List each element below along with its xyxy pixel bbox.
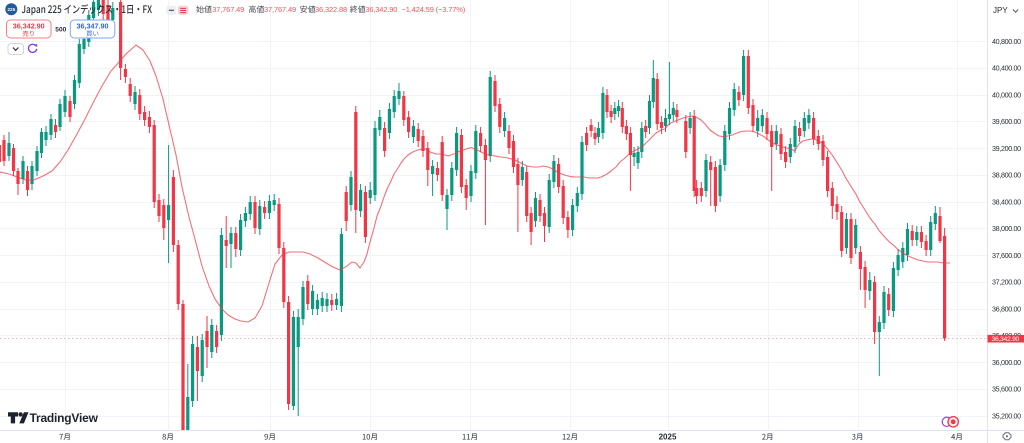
svg-text:36,347.90: 36,347.90: [77, 21, 109, 30]
svg-text:JPY: JPY: [993, 6, 1008, 15]
svg-text:36,342.90: 36,342.90: [13, 21, 45, 30]
svg-text:2025: 2025: [659, 433, 677, 442]
svg-text:225: 225: [7, 7, 15, 12]
svg-text:37,600.00: 37,600.00: [992, 251, 1021, 260]
svg-text:38,800.00: 38,800.00: [992, 171, 1021, 180]
svg-text:38,400.00: 38,400.00: [992, 197, 1021, 206]
svg-text:40,000.00: 40,000.00: [992, 90, 1021, 99]
svg-text:TradingView: TradingView: [30, 411, 99, 425]
svg-text:40,800.00: 40,800.00: [992, 37, 1021, 46]
svg-text:35,200.00: 35,200.00: [992, 411, 1021, 420]
svg-text:36,342.90: 36,342.90: [992, 336, 1020, 343]
svg-text:35,600.00: 35,600.00: [992, 385, 1021, 394]
svg-text:36,000.00: 36,000.00: [992, 358, 1021, 367]
svg-text:500: 500: [55, 26, 66, 33]
svg-text:39,200.00: 39,200.00: [992, 144, 1021, 153]
svg-text:40,400.00: 40,400.00: [992, 64, 1021, 73]
svg-text:38,000.00: 38,000.00: [992, 224, 1021, 233]
svg-text:36,342.90: 36,342.90: [365, 5, 397, 14]
svg-text:39,600.00: 39,600.00: [992, 117, 1021, 126]
svg-text:37,767.49: 37,767.49: [264, 5, 296, 14]
svg-text:36,800.00: 36,800.00: [992, 304, 1021, 313]
svg-text:36,322.88: 36,322.88: [315, 5, 347, 14]
svg-text:37,200.00: 37,200.00: [992, 278, 1021, 287]
svg-text:−1,424.59 (−3.77%): −1,424.59 (−3.77%): [402, 5, 466, 14]
svg-text:37,767.49: 37,767.49: [212, 5, 244, 14]
